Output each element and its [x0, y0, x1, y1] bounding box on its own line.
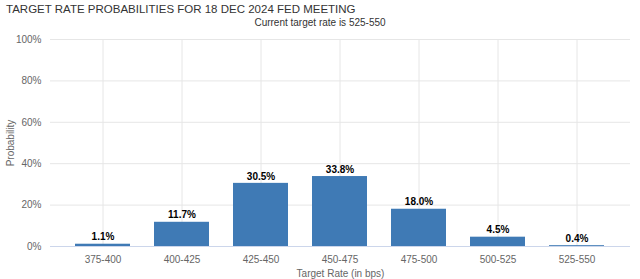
html-text:Current target rate is 525-550: Current target rate is 525-550 [254, 17, 386, 28]
svg-text:Target Rate (in bps): Target Rate (in bps) [297, 268, 385, 279]
svg-text:80%: 80% [21, 75, 41, 86]
svg-text:375-400: 375-400 [85, 254, 122, 265]
svg-text:18.0%: 18.0% [405, 196, 433, 207]
svg-text:60%: 60% [21, 117, 41, 128]
svg-text:20%: 20% [21, 199, 41, 210]
svg-text:400-425: 400-425 [164, 254, 201, 265]
svg-text:500-525: 500-525 [480, 254, 517, 265]
svg-text:40%: 40% [21, 158, 41, 169]
svg-text:11.7%: 11.7% [168, 209, 196, 220]
svg-text:4.5%: 4.5% [487, 224, 510, 235]
html-text:TARGET RATE PROBABILITIES FOR: TARGET RATE PROBABILITIES FOR 18 DEC 202… [6, 3, 356, 15]
svg-text:475-500: 475-500 [401, 254, 438, 265]
svg-text:30.5%: 30.5% [247, 171, 275, 182]
svg-text:100%: 100% [16, 34, 42, 45]
svg-text:450-475: 450-475 [322, 254, 359, 265]
svg-text:525-550: 525-550 [559, 254, 596, 265]
svg-text:Probability: Probability [5, 120, 16, 167]
svg-text:1.1%: 1.1% [92, 231, 115, 242]
svg-text:0.4%: 0.4% [566, 233, 589, 244]
svg-text:425-450: 425-450 [243, 254, 280, 265]
svg-text:33.8%: 33.8% [326, 164, 354, 175]
svg-text:0%: 0% [27, 241, 42, 252]
